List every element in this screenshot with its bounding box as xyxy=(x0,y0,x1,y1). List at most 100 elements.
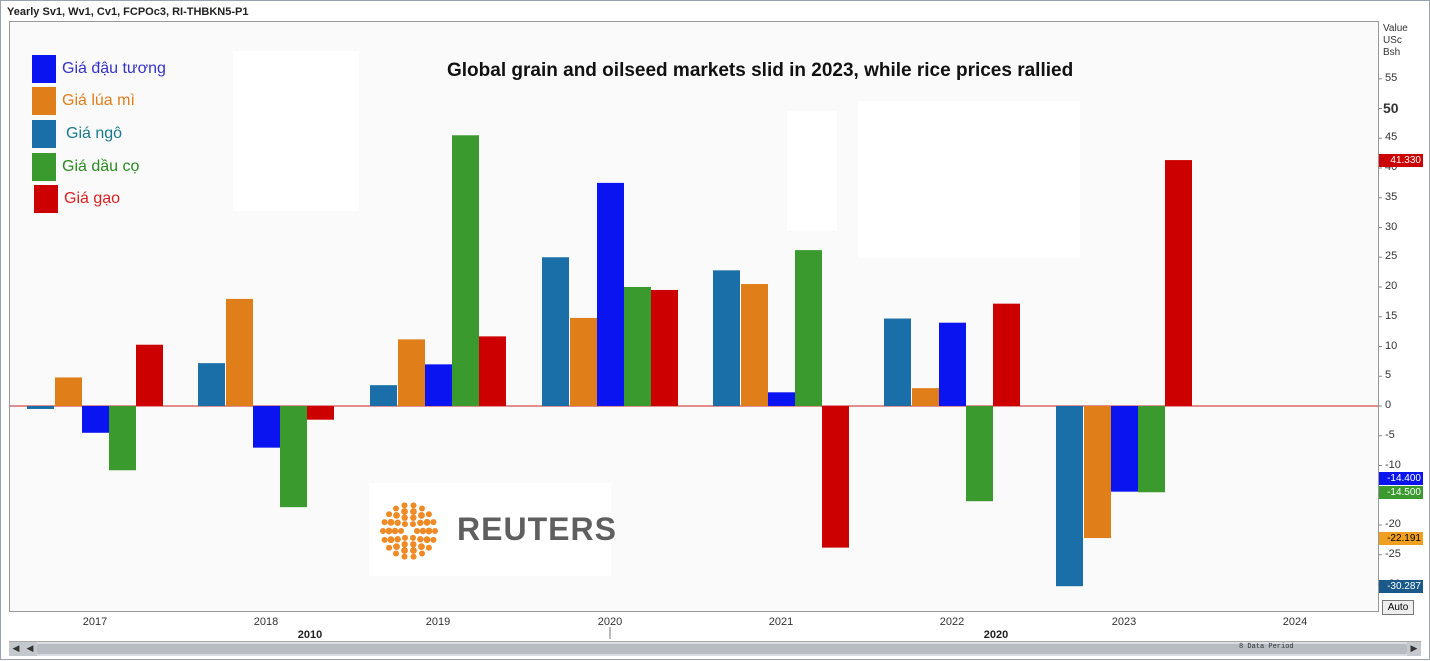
y-tick-label: 45 xyxy=(1385,131,1398,144)
y-tick-label: 20 xyxy=(1385,280,1398,292)
bar xyxy=(1056,406,1083,587)
auto-scale-button[interactable]: Auto xyxy=(1382,600,1414,615)
blank-region xyxy=(858,101,1080,258)
bar xyxy=(597,182,624,406)
x-tick-label: 2022 xyxy=(939,616,965,628)
bar xyxy=(253,406,280,448)
blank-region xyxy=(233,51,359,211)
bar xyxy=(713,270,740,406)
legend-swatch xyxy=(32,120,56,148)
y-tick-label: -20 xyxy=(1385,518,1401,530)
bar xyxy=(993,303,1020,406)
y-tick-label: 15 xyxy=(1385,309,1398,322)
y-axis-label: Value USc Bsh xyxy=(1383,23,1408,59)
bar xyxy=(370,385,397,406)
bar xyxy=(624,287,651,406)
legend-label: Giá ngô xyxy=(66,125,123,142)
last-value-tag: 41.330 xyxy=(1379,154,1423,168)
bar xyxy=(1165,160,1192,406)
bar xyxy=(479,336,506,406)
y-tick-label: 5 xyxy=(1385,369,1392,382)
scroll-left-page-icon[interactable]: ◀ xyxy=(23,642,37,656)
bar xyxy=(651,289,678,406)
x-tick-label: 2021 xyxy=(768,616,794,628)
y-tick-label: 10 xyxy=(1385,339,1398,352)
legend-swatch xyxy=(32,55,56,83)
bar xyxy=(226,298,253,406)
bar xyxy=(822,406,849,548)
legend-swatch xyxy=(32,153,56,181)
bar xyxy=(741,284,768,406)
x-tick-label: 2020 xyxy=(597,616,623,628)
bar xyxy=(1138,406,1165,493)
scroll-left-arrow-icon[interactable]: ◀ xyxy=(9,642,23,656)
horizontal-scrollbar[interactable]: ◀ ◀ 8 Data Period ▶ xyxy=(9,641,1421,656)
y-axis-label-line: USc xyxy=(1383,35,1402,46)
y-tick-label: 30 xyxy=(1385,220,1398,233)
x-tick-label: 2024 xyxy=(1282,616,1308,628)
chart-header: Yearly Sv1, Wv1, Cv1, FCPOc3, RI-THBKN5-… xyxy=(7,6,249,18)
bar xyxy=(1111,406,1138,492)
legend-label: Giá dầu cọ xyxy=(62,158,140,175)
y-tick-label: 55 xyxy=(1385,71,1398,84)
last-value-tag: -14.400 xyxy=(1379,471,1423,485)
x-tick-label: 2018 xyxy=(253,616,279,628)
bar xyxy=(768,392,795,406)
chart-title: Global grain and oilseed markets slid in… xyxy=(447,60,1074,81)
reuters-dots-icon xyxy=(380,502,438,560)
last-value-tag: -22.191 xyxy=(1379,532,1423,546)
y-tick-label: 35 xyxy=(1385,190,1398,203)
bar xyxy=(912,388,939,406)
legend-item: Giá ngô xyxy=(32,120,122,148)
x-group-label: 2010 xyxy=(297,629,323,641)
bar xyxy=(795,250,822,406)
legend-swatch xyxy=(34,185,58,213)
legend-label: Giá lúa mì xyxy=(62,92,135,109)
bar xyxy=(884,318,911,406)
y-tick-label: 50 xyxy=(1383,99,1399,116)
y-tick-label: 25 xyxy=(1385,250,1398,263)
scrollbar-thumb[interactable] xyxy=(37,644,1407,654)
legend-swatch xyxy=(32,87,56,115)
bar xyxy=(570,317,597,406)
reuters-logo: REUTERS xyxy=(369,483,616,576)
x-tick-label: 2023 xyxy=(1111,616,1137,628)
bar xyxy=(280,406,307,508)
scroll-right-arrow-icon[interactable]: ▶ xyxy=(1407,642,1421,656)
bar xyxy=(425,364,452,406)
y-axis-label-line: Bsh xyxy=(1383,47,1401,58)
legend-item: Giá gạo xyxy=(34,185,120,213)
y-axis-label-line: Value xyxy=(1383,23,1408,34)
y-tick-label: -25 xyxy=(1385,547,1401,560)
bar xyxy=(136,344,163,406)
scroll-period-text: 8 Data Period xyxy=(1239,643,1294,651)
legend-item: Giá đậu tương xyxy=(32,55,166,83)
x-tick-label: 2019 xyxy=(425,616,451,628)
legend-item: Giá lúa mì xyxy=(32,87,135,115)
x-group-label: 2020 xyxy=(983,629,1009,641)
bar xyxy=(27,406,54,409)
bar xyxy=(1084,406,1111,539)
legend-item: Giá dầu cọ xyxy=(32,153,139,181)
y-tick-label: -10 xyxy=(1385,458,1401,471)
bar xyxy=(307,406,334,420)
bar xyxy=(939,322,966,406)
last-value-tag: -14.500 xyxy=(1379,486,1423,500)
bar xyxy=(452,135,479,406)
bar xyxy=(109,406,136,471)
legend-label: Giá đậu tương xyxy=(62,60,166,77)
blank-region xyxy=(787,111,837,231)
bar xyxy=(198,363,225,406)
bar xyxy=(966,406,993,502)
bar xyxy=(398,339,425,406)
bar xyxy=(55,377,82,406)
logo-text: REUTERS xyxy=(457,511,617,547)
bar xyxy=(82,406,109,433)
legend-label: Giá gạo xyxy=(64,190,121,207)
y-tick-label: -5 xyxy=(1385,428,1395,441)
y-tick-label: 0 xyxy=(1385,399,1392,411)
x-tick-label: 2017 xyxy=(82,616,108,628)
bar xyxy=(542,257,569,406)
